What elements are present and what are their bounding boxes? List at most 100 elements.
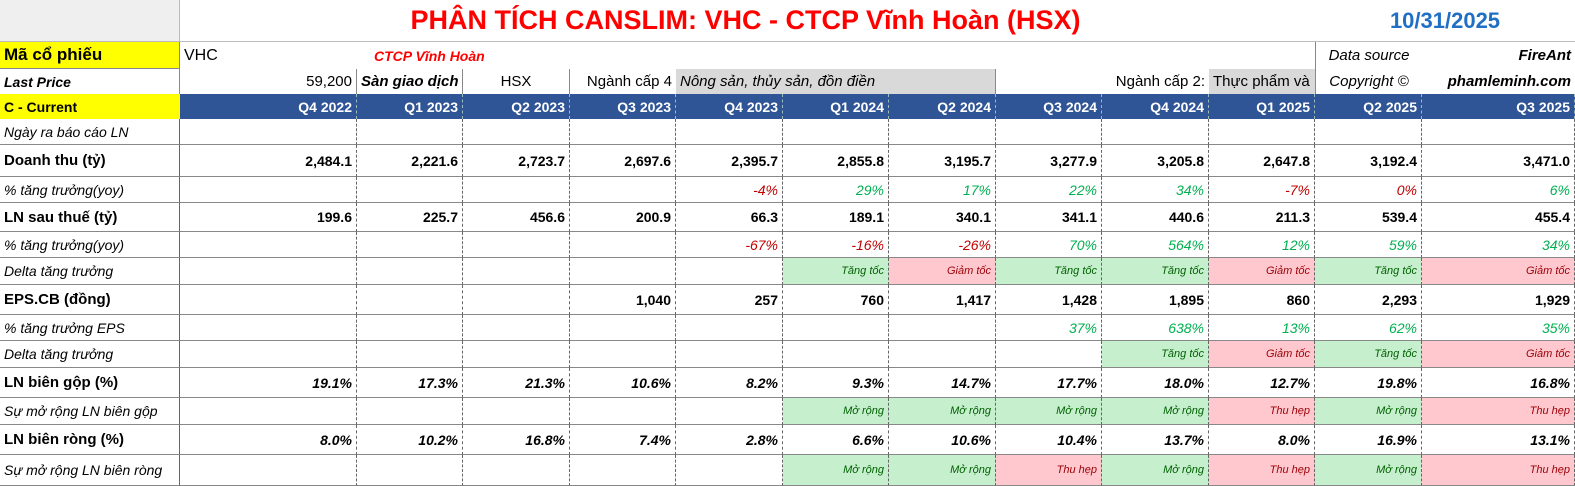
value-cell: 17% <box>889 177 996 203</box>
value-cell: -4% <box>676 177 783 203</box>
value-cell: 2,484.1 <box>180 145 357 177</box>
industry2: Thực phẩm và <box>1209 69 1315 94</box>
value-cell: 17.3% <box>357 368 463 398</box>
empty-cell <box>676 315 783 341</box>
empty-cell <box>1102 119 1209 145</box>
value-cell: Mở rộng <box>783 398 889 425</box>
value-cell: Thu hẹp <box>1422 455 1575 486</box>
empty-cell <box>570 341 676 368</box>
value-cell: 455.4 <box>1422 203 1575 232</box>
value-cell: Thu hẹp <box>1209 455 1315 486</box>
row-label: Delta tăng trưởng <box>0 341 180 368</box>
empty-cell <box>570 232 676 258</box>
row-label: Sự mở rộng LN biên gộp <box>0 398 180 425</box>
sheet-title: PHÂN TÍCH CANSLIM: VHC - CTCP Vĩnh Hoàn … <box>180 0 1315 42</box>
value-cell: 59% <box>1315 232 1422 258</box>
value-cell: 34% <box>1422 232 1575 258</box>
empty-cell <box>463 341 570 368</box>
value-cell: 1,895 <box>1102 285 1209 315</box>
empty-cell <box>463 232 570 258</box>
source: FireAnt <box>1518 47 1572 64</box>
value-cell: 0% <box>1315 177 1422 203</box>
empty-cell <box>357 119 463 145</box>
empty-cell <box>463 398 570 425</box>
value-cell: 2,293 <box>1315 285 1422 315</box>
value-cell: -67% <box>676 232 783 258</box>
empty-cell <box>889 119 996 145</box>
value-cell: 66.3 <box>676 203 783 232</box>
empty-cell <box>570 258 676 285</box>
value-cell: 189.1 <box>783 203 889 232</box>
value-cell: Tăng tốc <box>1315 341 1422 368</box>
value-cell: Tăng tốc <box>783 258 889 285</box>
value-cell: 19.8% <box>1315 368 1422 398</box>
value-cell: Giảm tốc <box>1422 341 1575 368</box>
row-label: EPS.CB (đồng) <box>0 285 180 315</box>
empty-cell <box>889 341 996 368</box>
column-header: Q1 2024 <box>783 94 889 119</box>
value-cell: 12.7% <box>1209 368 1315 398</box>
value-cell: 860 <box>1209 285 1315 315</box>
empty-cell <box>889 315 996 341</box>
value-cell: Tăng tốc <box>1102 341 1209 368</box>
corner-cell <box>0 0 180 42</box>
corner-label: C - Current <box>0 94 180 119</box>
value-cell: 13.1% <box>1422 425 1575 455</box>
row-label: % tăng trưởng(yoy) <box>0 232 180 258</box>
empty-cell <box>676 455 783 486</box>
value-cell: Mở rộng <box>1102 455 1209 486</box>
value-cell: Mở rộng <box>996 398 1102 425</box>
row-label: Delta tăng trưởng <box>0 258 180 285</box>
empty-cell <box>783 119 889 145</box>
row-label: % tăng trưởng(yoy) <box>0 177 180 203</box>
column-header: Q3 2023 <box>570 94 676 119</box>
empty-cell <box>357 285 463 315</box>
value-cell: 564% <box>1102 232 1209 258</box>
empty-cell <box>463 177 570 203</box>
value-cell: Mở rộng <box>889 455 996 486</box>
empty-cell <box>463 455 570 486</box>
empty-cell <box>570 177 676 203</box>
price: 59,200 <box>180 69 357 94</box>
empty-cell <box>1209 119 1315 145</box>
value-cell: 3,471.0 <box>1422 145 1575 177</box>
ticker: VHC <box>184 46 218 64</box>
value-cell: 12% <box>1209 232 1315 258</box>
value-cell: 3,205.8 <box>1102 145 1209 177</box>
column-header: Q2 2023 <box>463 94 570 119</box>
industry2-label: Ngành cấp 2: <box>1115 73 1205 90</box>
empty-cell <box>357 341 463 368</box>
empty-cell <box>180 119 357 145</box>
value-cell: 29% <box>783 177 889 203</box>
value-cell: 13.7% <box>1102 425 1209 455</box>
row-label: LN biên gộp (%) <box>0 368 180 398</box>
value-cell: 440.6 <box>1102 203 1209 232</box>
value-cell: Giảm tốc <box>1209 341 1315 368</box>
column-header: Q2 2025 <box>1315 94 1422 119</box>
value-cell: 1,040 <box>570 285 676 315</box>
empty-cell <box>180 232 357 258</box>
value-cell: 225.7 <box>357 203 463 232</box>
empty-cell <box>676 398 783 425</box>
empty-cell <box>676 258 783 285</box>
value-cell: 16.8% <box>1422 368 1575 398</box>
value-cell: 6% <box>1422 177 1575 203</box>
value-cell: 340.1 <box>889 203 996 232</box>
value-cell: 8.0% <box>180 425 357 455</box>
value-cell: 13% <box>1209 315 1315 341</box>
empty-cell <box>463 258 570 285</box>
column-header: Q1 2025 <box>1209 94 1315 119</box>
empty-cell <box>570 315 676 341</box>
value-cell: 1,929 <box>1422 285 1575 315</box>
value-cell: Giảm tốc <box>1209 258 1315 285</box>
value-cell: 37% <box>996 315 1102 341</box>
value-cell: 2,723.7 <box>463 145 570 177</box>
value-cell: 17.7% <box>996 368 1102 398</box>
empty-cell <box>570 398 676 425</box>
value-cell: 8.0% <box>1209 425 1315 455</box>
value-cell: 257 <box>676 285 783 315</box>
value-cell: -16% <box>783 232 889 258</box>
value-cell: 16.8% <box>463 425 570 455</box>
value-cell: 21.3% <box>463 368 570 398</box>
empty-cell <box>783 315 889 341</box>
